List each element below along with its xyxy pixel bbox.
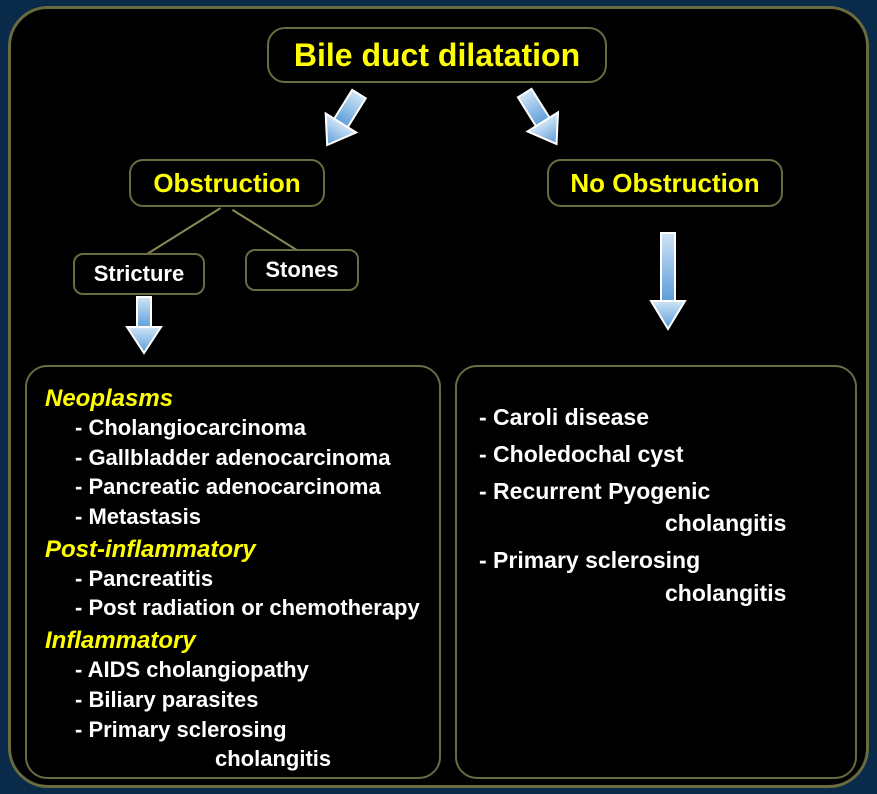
stricture-text: Stricture <box>94 261 184 287</box>
title-text: Bile duct dilatation <box>294 37 580 74</box>
item-psc-line2: cholangitis <box>215 744 421 774</box>
arrow-title-to-noobstruction <box>481 87 571 159</box>
node-obstruction: Obstruction <box>129 159 325 207</box>
item-post-radiation: - Post radiation or chemotherapy <box>75 593 421 623</box>
panel-stricture-causes: Neoplasms - Cholangiocarcinoma - Gallbla… <box>25 365 441 779</box>
item-pancreatitis: - Pancreatitis <box>75 564 421 594</box>
cat-inflammatory: Inflammatory <box>45 627 421 655</box>
node-no-obstruction: No Obstruction <box>547 159 783 207</box>
item-pancreatic-adenocarcinoma: - Pancreatic adenocarcinoma <box>75 472 421 502</box>
item-psc-line1: - Primary sclerosing <box>75 715 421 745</box>
obstruction-text: Obstruction <box>153 168 300 199</box>
cat-post-inflammatory: Post-inflammatory <box>45 536 421 564</box>
panel-no-obstruction-causes: - Caroli disease - Choledochal cyst - Re… <box>455 365 857 779</box>
item-psc-right-1: - Primary sclerosing <box>479 546 837 575</box>
arrow-noobstruction-down <box>647 229 687 339</box>
item-aids-cholangiopathy: - AIDS cholangiopathy <box>75 655 421 685</box>
arrow-stricture-down <box>123 295 163 359</box>
item-cholangiocarcinoma: - Cholangiocarcinoma <box>75 413 421 443</box>
item-choledochal-cyst: - Choledochal cyst <box>479 440 837 469</box>
arrow-title-to-obstruction <box>311 87 401 159</box>
cat-neoplasms: Neoplasms <box>45 385 421 413</box>
line-obstruction-stricture <box>142 208 221 258</box>
node-stones: Stones <box>245 249 359 291</box>
item-biliary-parasites: - Biliary parasites <box>75 685 421 715</box>
stones-text: Stones <box>265 257 338 283</box>
no-obstruction-text: No Obstruction <box>570 168 759 199</box>
item-recurrent-pyogenic-1: - Recurrent Pyogenic <box>479 477 837 506</box>
node-title: Bile duct dilatation <box>267 27 607 83</box>
item-recurrent-pyogenic-2: cholangitis <box>665 509 837 538</box>
item-psc-right-2: cholangitis <box>665 579 837 608</box>
diagram-canvas: Bile duct dilatation Obstruction No Obst… <box>8 6 869 788</box>
item-caroli: - Caroli disease <box>479 403 837 432</box>
item-gallbladder-adenocarcinoma: - Gallbladder adenocarcinoma <box>75 443 421 473</box>
node-stricture: Stricture <box>73 253 205 295</box>
item-metastasis: - Metastasis <box>75 502 421 532</box>
